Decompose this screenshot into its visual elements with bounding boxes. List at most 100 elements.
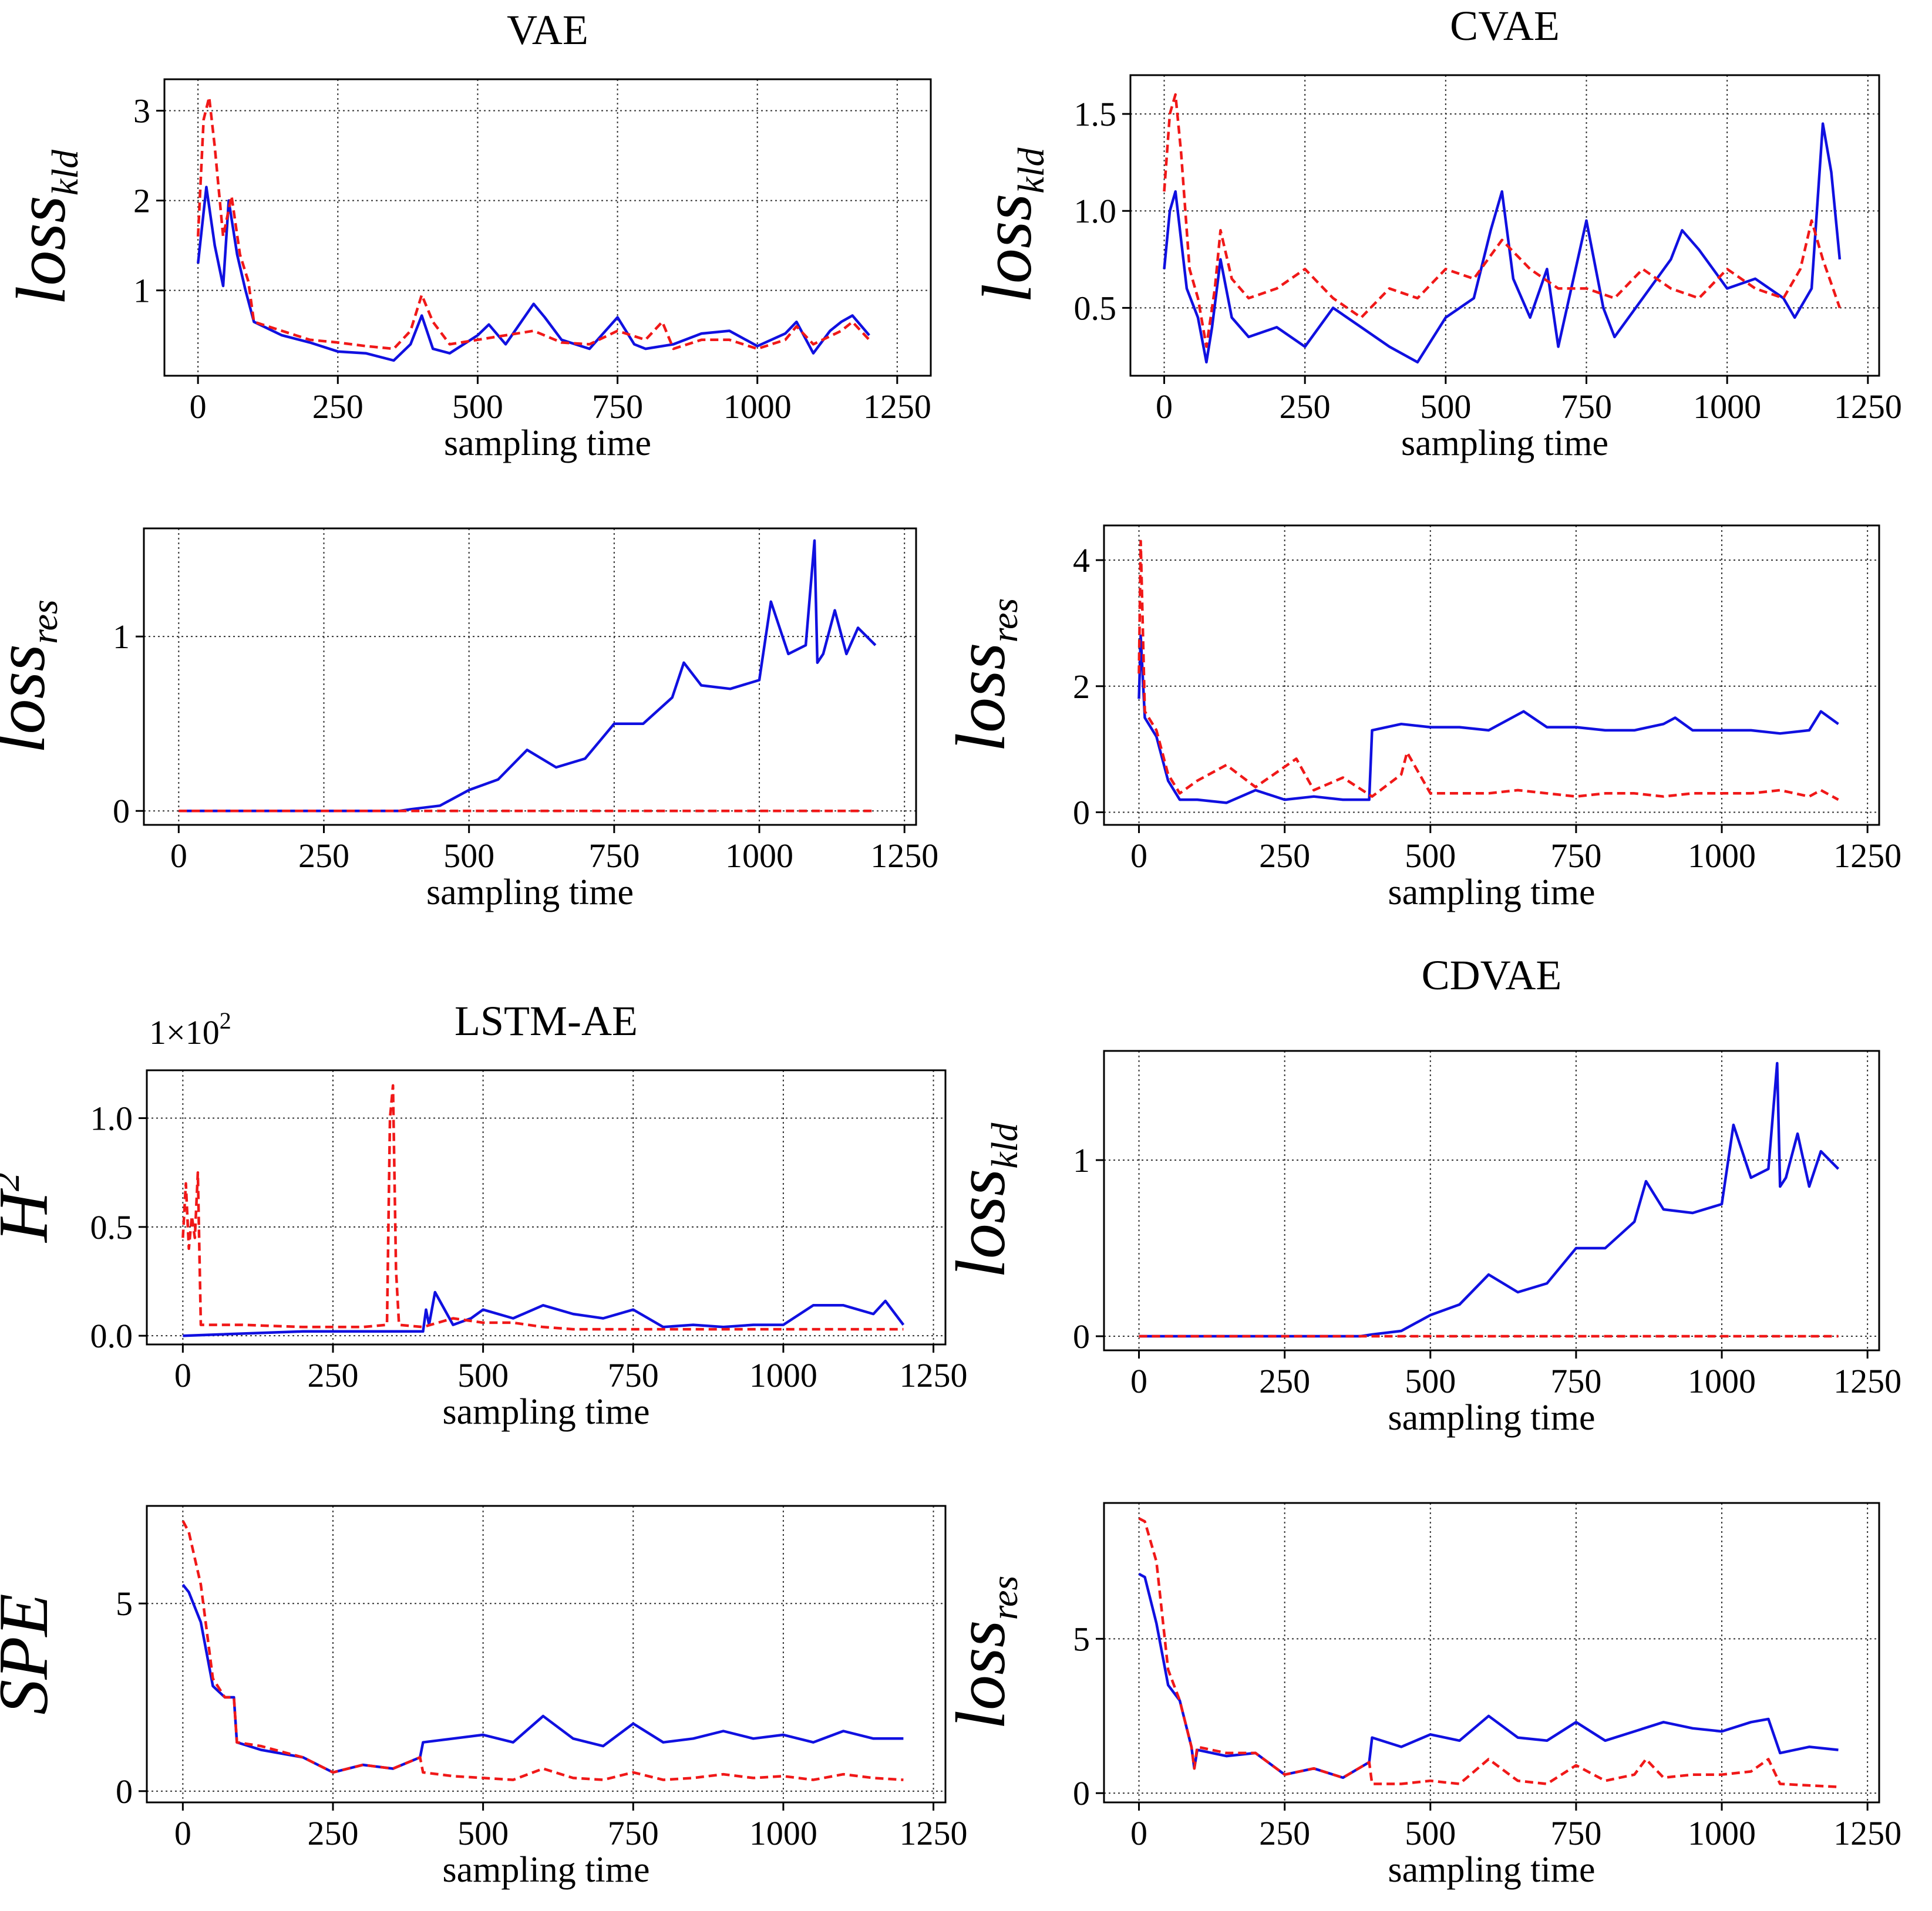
y-tick-label: 5 (116, 1585, 133, 1623)
x-axis-label: sampling time (442, 1392, 649, 1432)
y-axis-label: lossres (0, 599, 65, 754)
series-group (196, 96, 870, 362)
chart-cvae_res: 0 250 500 750 1000 1250 0 2 4 sampling time lossre… (941, 524, 1901, 912)
y-axis-label-main: loss (968, 194, 1046, 304)
series-line-normal (196, 96, 870, 350)
x-tick-label: 500 (1405, 837, 1456, 875)
y-tick-label: 0 (1073, 794, 1090, 832)
y-axis-label-subscript: kld (1010, 147, 1052, 194)
y-axis-label: lossres (941, 1576, 1025, 1730)
plot-frame (1103, 524, 1880, 826)
y-tick-label: 1 (113, 618, 130, 656)
y-tick-label: 0.5 (1074, 289, 1117, 327)
x-tick-label: 1250 (863, 387, 931, 426)
x-tick-label: 0 (174, 1814, 191, 1852)
x-tick-label: 1000 (749, 1814, 817, 1852)
chart-title: VAE (507, 6, 588, 53)
y-axis-label-main: H (0, 1188, 62, 1243)
chart-cdvae_kld: 0 250 500 750 1000 1250 0 1 sampling time CDVAE lo… (941, 952, 1901, 1438)
x-tick-label: 1000 (1693, 387, 1761, 426)
y-tick-label: 0 (1073, 1317, 1090, 1356)
chart-title: LSTM-AE (455, 997, 638, 1044)
x-axis-label: sampling time (426, 872, 634, 912)
plot-frame (1129, 74, 1880, 377)
x-tick-label: 250 (298, 837, 349, 875)
y-tick-label: 1 (1073, 1141, 1090, 1179)
y-axis-label: losskld (941, 1123, 1025, 1279)
plot-frame (146, 1069, 947, 1346)
x-tick-label: 1250 (1833, 1362, 1901, 1400)
y-tick-label: 0 (113, 792, 130, 830)
y-tick-label: 0.5 (90, 1208, 133, 1246)
x-axis-label: sampling time (1388, 872, 1595, 912)
axis-offset-exponent: 2 (220, 1007, 231, 1034)
series-group (1137, 540, 1839, 804)
x-axis-label: sampling time (444, 423, 651, 463)
y-axis-label-main: loss (941, 643, 1019, 753)
chart-lstm_h2: 0 250 500 750 1000 1250 0.0 0.5 1.0 sampling time… (0, 997, 968, 1432)
y-tick-label: 0 (116, 1772, 133, 1811)
series-line-fault (196, 186, 870, 362)
x-tick-label: 1000 (1688, 837, 1756, 875)
y-axis-label-subscript: kld (984, 1123, 1025, 1169)
y-axis-label: lossres (941, 598, 1025, 753)
chart-title: CDVAE (1422, 952, 1562, 999)
x-tick-label: 500 (457, 1356, 509, 1394)
x-axis-label: sampling time (442, 1850, 649, 1890)
chart-vae_res: 0 250 500 750 1000 1250 0 1 sampling time lossres (0, 527, 938, 912)
chart-lstm_spe: 0 250 500 750 1000 1250 0 5 sampling time SPE (0, 1505, 968, 1890)
plot-frame (146, 1505, 947, 1804)
x-tick-label: 750 (608, 1356, 659, 1394)
chart-vae_kld: 0 250 500 750 1000 1250 1 2 3 sampling time VAE los… (2, 6, 932, 463)
y-axis-label-main: loss (941, 1620, 1019, 1730)
axis-offset-text: 1×102 (149, 1007, 231, 1051)
x-tick-label: 250 (1259, 837, 1310, 875)
y-axis-label-main: loss (2, 196, 80, 305)
x-tick-label: 750 (588, 837, 639, 875)
series-group (181, 1520, 904, 1781)
y-axis-label-subscript: res (984, 598, 1025, 643)
y-tick-label: 5 (1073, 1620, 1090, 1658)
x-tick-label: 1250 (1833, 837, 1901, 875)
x-tick-label: 250 (312, 387, 363, 426)
y-tick-label: 2 (133, 182, 150, 220)
chart-title: CVAE (1450, 2, 1560, 49)
x-tick-label: 500 (443, 837, 494, 875)
x-tick-label: 0 (1130, 1814, 1147, 1852)
plot-frame (163, 78, 932, 377)
series-line-fault (1137, 634, 1839, 804)
series-line-fault (1139, 1061, 1840, 1338)
x-tick-label: 250 (1280, 387, 1331, 426)
series-group (181, 1084, 905, 1337)
y-tick-label: 1 (133, 272, 150, 310)
plot-frame (143, 527, 917, 826)
series-line-normal (1138, 1517, 1839, 1788)
x-tick-label: 500 (457, 1814, 509, 1852)
y-axis-label-subscript: kld (44, 149, 86, 196)
y-axis-label: losskld (2, 149, 86, 305)
y-tick-label: 0 (1073, 1774, 1090, 1812)
x-tick-label: 250 (307, 1356, 358, 1394)
y-axis-label-superscript: 2 (0, 1172, 27, 1191)
y-axis-label: losskld (968, 147, 1052, 304)
series-group (1163, 93, 1842, 364)
y-tick-label: 2 (1073, 668, 1090, 706)
x-tick-label: 1000 (723, 387, 792, 426)
x-tick-label: 750 (592, 387, 643, 426)
plot-frame (1103, 1502, 1880, 1804)
x-tick-label: 1250 (1833, 1814, 1901, 1852)
series-line-fault (1163, 122, 1842, 364)
x-tick-label: 500 (1405, 1814, 1456, 1852)
x-tick-label: 0 (1156, 387, 1173, 426)
series-line-normal (181, 1084, 904, 1331)
x-axis-label: sampling time (1401, 423, 1608, 463)
x-tick-label: 0 (1130, 1362, 1147, 1400)
series-line-fault (179, 539, 877, 813)
series-group (1138, 1517, 1839, 1788)
x-tick-label: 0 (190, 387, 207, 426)
series-line-normal (181, 1520, 904, 1781)
y-axis-label-main: loss (0, 644, 59, 754)
series-line-normal (1163, 93, 1842, 348)
plot-frame (1103, 1050, 1880, 1351)
